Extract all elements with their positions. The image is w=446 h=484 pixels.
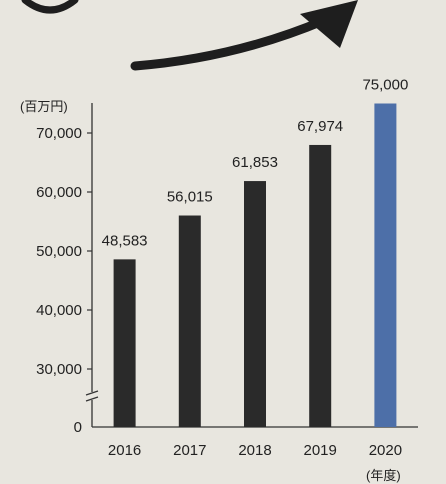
axis-break-line-top [85,390,99,396]
bar-2019 [309,144,332,427]
y-unit-label: (百万円) [20,99,68,114]
value-labels: 48,583 56,015 61,853 67,974 75,000 [102,77,409,250]
x-tick-label: 2019 [304,442,337,459]
y-tick-label: 70,000 [36,125,82,142]
value-label-2020: 75,000 [362,77,408,94]
y-tick-label: 40,000 [36,302,82,319]
y-tick-label: 60,000 [36,184,82,201]
bar-2016 [113,259,136,427]
x-ticks: 2016 2017 2018 2019 2020 [108,442,402,459]
trend-arrow-icon [21,0,358,71]
value-label-2016: 48,583 [102,232,148,249]
value-label-2018: 61,853 [232,154,278,171]
value-label-2019: 67,974 [297,118,343,135]
bar-2020 [374,103,397,427]
axis-break-mark [85,390,99,402]
bar-2018 [244,181,266,427]
y-tick-label: 30,000 [36,361,82,378]
y-tick-label: 50,000 [36,243,82,260]
x-tick-label: 2020 [369,442,402,459]
x-tick-label: 2016 [108,442,141,459]
trend-arrow-shaft [130,15,330,71]
x-tick-label: 2017 [173,442,206,459]
x-unit-label: (年度) [366,468,401,483]
x-tick-label: 2018 [238,442,271,459]
trend-arrow-head [300,0,358,48]
y-tick-label: 0 [74,419,82,436]
bar-2017 [178,215,201,427]
axis-break-line-bottom [85,396,99,402]
axis-break-gap [85,392,99,400]
top-left-curve [21,0,79,14]
value-label-2017: 56,015 [167,189,213,206]
y-ticks: 0 30,000 40,000 50,000 60,000 70,000 [36,125,92,436]
bars [113,103,397,427]
